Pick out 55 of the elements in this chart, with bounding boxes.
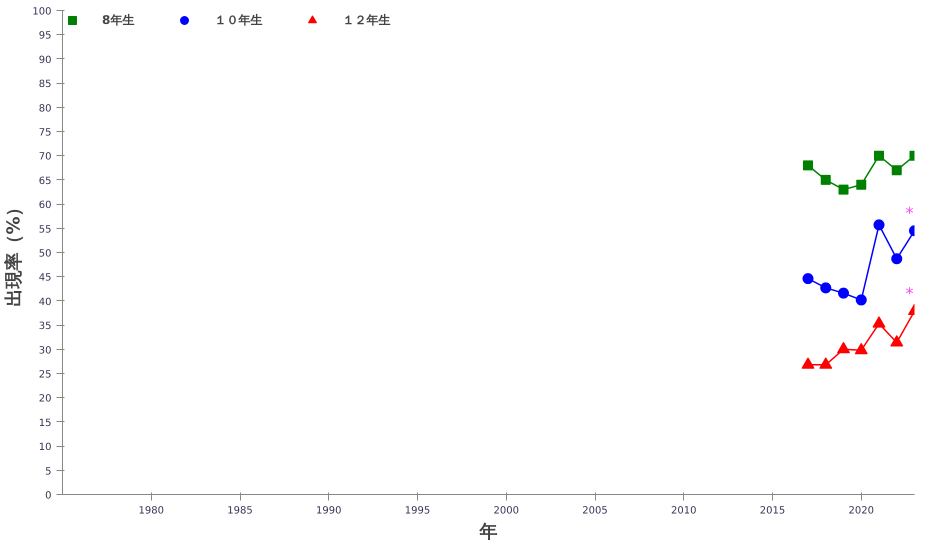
point [856,180,866,190]
x-tick-label: 1980 [138,506,164,516]
y-tick-label: 35 [38,321,52,332]
legend-label: 8年生 [102,12,134,28]
y-tick-label: 85 [38,79,52,90]
y-tick-label: 25 [38,370,52,380]
y-tick-label: 0 [45,490,52,502]
point [874,219,884,230]
point [803,160,813,170]
y-tick-label: 10 [38,442,52,454]
point [838,288,849,299]
x-axis-title: 年 [478,522,498,542]
y-tick-label: 15 [38,418,52,429]
point [854,342,868,354]
y-tick-label: 40 [38,296,52,308]
point [802,357,814,369]
y-tick-label: 60 [38,200,52,212]
y-tick-label: 65 [38,176,52,187]
point [874,150,884,161]
point [820,282,832,294]
point [802,273,814,284]
point [891,253,902,264]
y-tick-label: 75 [38,128,52,138]
legend-label: １２年生 [342,12,390,28]
x-tick-label: 1990 [316,506,342,516]
x-tick-label: 2015 [760,506,786,516]
x-tick-label: 2010 [671,506,696,516]
y-tick-label: 95 [38,30,52,42]
point [872,316,886,328]
point [856,294,867,306]
point [838,184,848,195]
y-tick-label: 50 [38,248,52,260]
y-tick-label: 80 [38,103,52,114]
x-tick-label: 2020 [848,506,874,516]
y-tick-label: 20 [38,394,52,405]
legend-label: １０年生 [214,12,262,28]
y-tick-label: 45 [38,272,52,284]
point [837,342,850,354]
y-axis-title: 出現率（%） [3,198,24,307]
x-tick-label: 2005 [582,506,608,516]
annotation: * [906,284,914,304]
x-tick-label: 1995 [404,506,430,516]
y-tick-label: 70 [38,152,52,163]
point [819,357,832,369]
y-tick-label: 30 [38,345,52,356]
y-tick-label: 100 [32,6,52,18]
y-tick-label: 5 [45,466,52,478]
x-tick-label: 1985 [227,506,253,516]
y-tick-label: 55 [38,224,52,236]
x-tick-label: 2000 [494,506,519,516]
annotation: * [906,204,914,223]
point [820,174,831,185]
y-tick-label: 90 [38,54,52,66]
point [890,335,904,346]
point [892,165,902,176]
